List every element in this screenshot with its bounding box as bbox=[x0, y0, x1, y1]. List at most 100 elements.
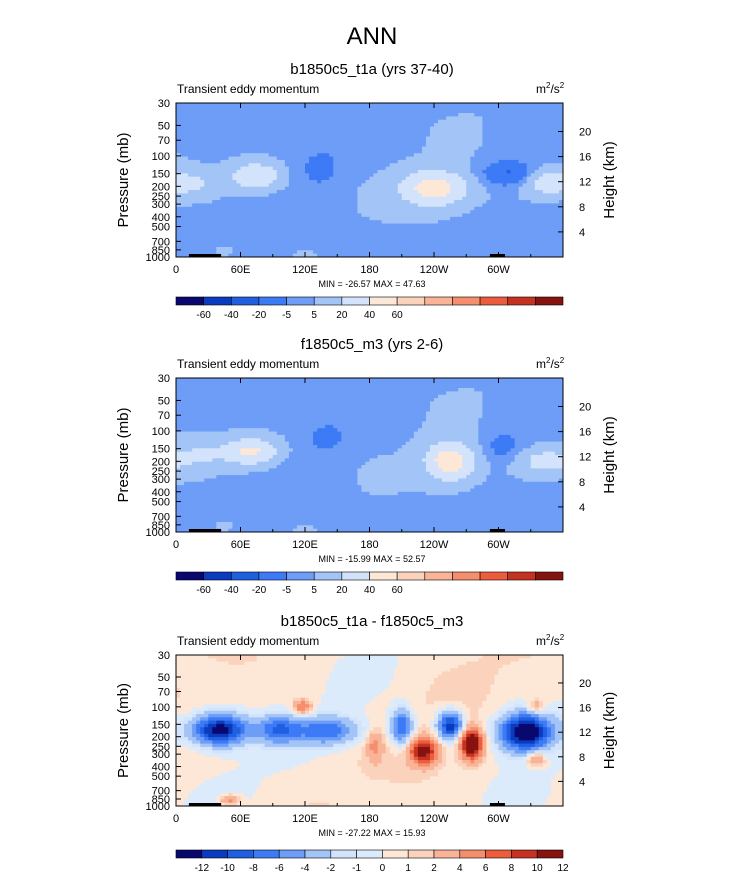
field-cell bbox=[429, 119, 435, 124]
field-cell bbox=[462, 230, 467, 235]
field-cell bbox=[236, 163, 242, 168]
field-cell bbox=[329, 391, 334, 396]
field-cell bbox=[228, 210, 234, 215]
field-cell bbox=[417, 180, 423, 184]
field-cell bbox=[292, 133, 298, 138]
field-cell bbox=[474, 136, 479, 141]
field-cell bbox=[220, 226, 225, 231]
field-cell bbox=[534, 381, 540, 386]
field-cell bbox=[252, 381, 258, 386]
field-cell bbox=[220, 156, 225, 161]
field-cell bbox=[530, 213, 536, 218]
field-cell bbox=[522, 236, 528, 241]
field-cell bbox=[558, 388, 563, 392]
field-cell bbox=[429, 163, 435, 168]
field-cell bbox=[240, 216, 246, 221]
field-cell bbox=[450, 116, 455, 121]
field-cell bbox=[276, 180, 282, 184]
field-cell bbox=[361, 166, 367, 171]
field-cell bbox=[212, 119, 217, 124]
field-cell bbox=[417, 226, 423, 231]
field-cell bbox=[458, 153, 463, 158]
field-cell bbox=[373, 103, 379, 107]
field-cell bbox=[421, 384, 427, 389]
field-cell bbox=[220, 146, 225, 151]
field-cell bbox=[554, 126, 560, 131]
field-cell bbox=[353, 223, 359, 228]
field-cell bbox=[389, 388, 395, 392]
field-cell bbox=[365, 381, 371, 386]
field-cell bbox=[260, 226, 266, 231]
field-cell bbox=[357, 226, 363, 231]
field-cell bbox=[405, 149, 411, 154]
field-cell bbox=[349, 186, 354, 191]
field-cell bbox=[260, 143, 266, 148]
field-cell bbox=[280, 233, 286, 238]
field-cell bbox=[429, 220, 435, 225]
field-cell bbox=[429, 236, 435, 241]
field-cell bbox=[542, 206, 548, 211]
field-cell bbox=[522, 190, 528, 194]
field-cell bbox=[184, 173, 189, 178]
field-cell bbox=[369, 156, 375, 161]
field-cell bbox=[260, 113, 266, 117]
field-cell bbox=[417, 149, 423, 154]
units-part: 2 bbox=[560, 356, 565, 365]
field-cell bbox=[300, 176, 306, 181]
field-cell bbox=[208, 186, 213, 191]
field-cell bbox=[305, 156, 310, 161]
field-cell bbox=[514, 233, 520, 238]
field-cell bbox=[188, 381, 193, 386]
field-cell bbox=[180, 163, 185, 168]
field-cell bbox=[200, 180, 205, 184]
units-part: m bbox=[536, 82, 546, 96]
field-cell bbox=[345, 113, 350, 117]
field-cell bbox=[498, 136, 504, 141]
field-cell bbox=[385, 103, 391, 107]
field-cell bbox=[224, 230, 230, 235]
field-cell bbox=[377, 156, 383, 161]
field-cell bbox=[546, 149, 552, 154]
field-cell bbox=[413, 129, 419, 134]
field-cell bbox=[397, 166, 403, 171]
field-cell bbox=[450, 143, 455, 148]
field-cell bbox=[526, 226, 532, 231]
field-cell bbox=[393, 240, 399, 245]
field-cell bbox=[349, 223, 354, 228]
field-cell bbox=[389, 173, 395, 178]
field-cell bbox=[462, 146, 467, 151]
field-cell bbox=[413, 146, 419, 151]
field-cell bbox=[248, 159, 254, 164]
field-cell bbox=[466, 146, 471, 151]
field-cell bbox=[474, 163, 479, 168]
field-cell bbox=[558, 103, 563, 107]
field-cell bbox=[522, 173, 528, 178]
field-cell bbox=[450, 226, 455, 231]
field-cell bbox=[200, 156, 205, 161]
field-cell bbox=[429, 146, 435, 151]
field-cell bbox=[357, 220, 363, 225]
field-cell bbox=[442, 106, 447, 111]
field-cell bbox=[248, 163, 254, 168]
field-cell bbox=[192, 193, 197, 198]
field-cell bbox=[421, 210, 427, 215]
field-cell bbox=[196, 139, 201, 144]
field-cell bbox=[369, 186, 375, 191]
field-cell bbox=[184, 103, 189, 107]
field-cell bbox=[204, 159, 209, 164]
field-cell bbox=[200, 149, 205, 154]
field-cell bbox=[526, 166, 532, 171]
field-cell bbox=[212, 126, 217, 131]
field-cell bbox=[288, 190, 294, 194]
field-cell bbox=[357, 180, 363, 184]
field-cell bbox=[506, 159, 512, 164]
field-cell bbox=[228, 113, 234, 117]
field-cell bbox=[180, 384, 185, 389]
field-cell bbox=[321, 216, 326, 221]
field-cell bbox=[413, 106, 419, 111]
field-cell bbox=[272, 216, 278, 221]
field-cell bbox=[264, 169, 270, 174]
field-cell bbox=[309, 223, 314, 228]
field-cell bbox=[438, 109, 443, 114]
field-cell bbox=[240, 213, 246, 218]
